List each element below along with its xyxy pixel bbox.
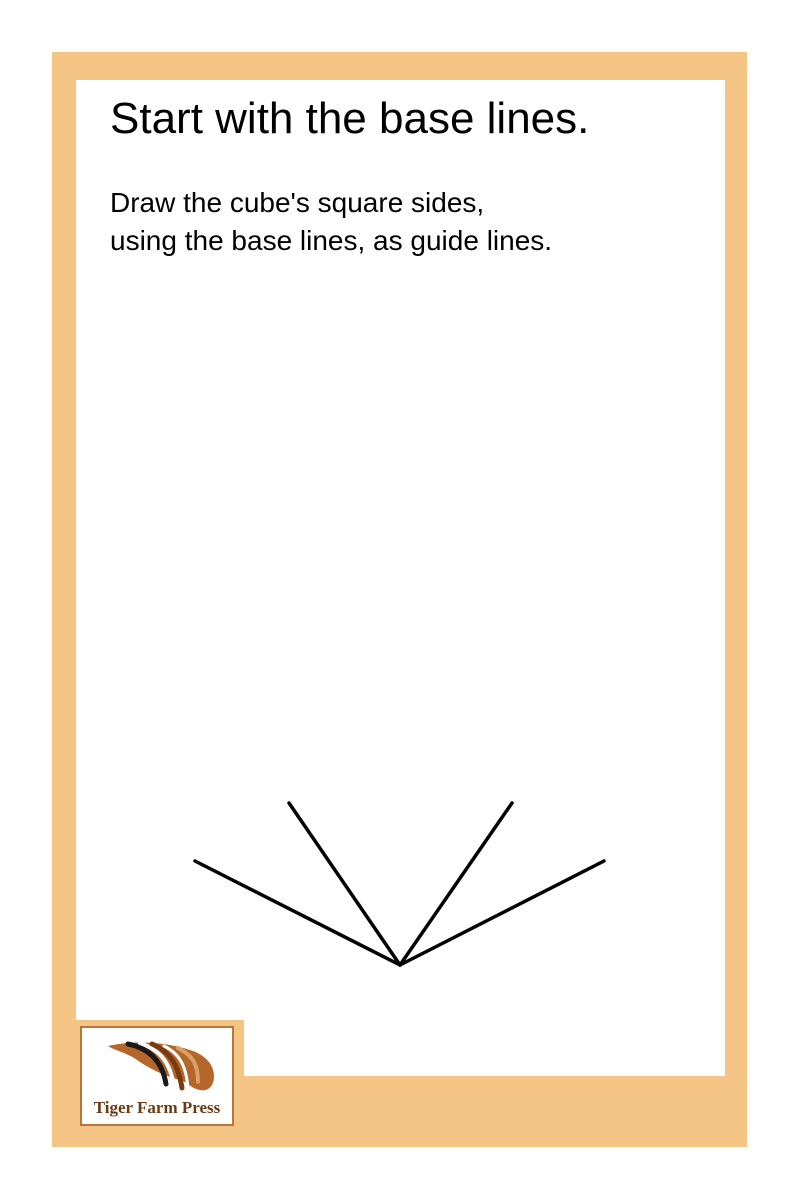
tiger-logo-icon <box>108 1041 214 1091</box>
publisher-name: Tiger Farm Press <box>93 1098 221 1117</box>
page-title: Start with the base lines. <box>110 94 590 143</box>
instruction-line-1: Draw the cube's square sides, <box>110 187 485 218</box>
instruction-line-2: using the base lines, as guide lines. <box>110 225 553 256</box>
instructions-text: Draw the cube's square sides, using the … <box>110 184 552 260</box>
publisher-logo: Tiger Farm Press <box>80 1026 234 1126</box>
